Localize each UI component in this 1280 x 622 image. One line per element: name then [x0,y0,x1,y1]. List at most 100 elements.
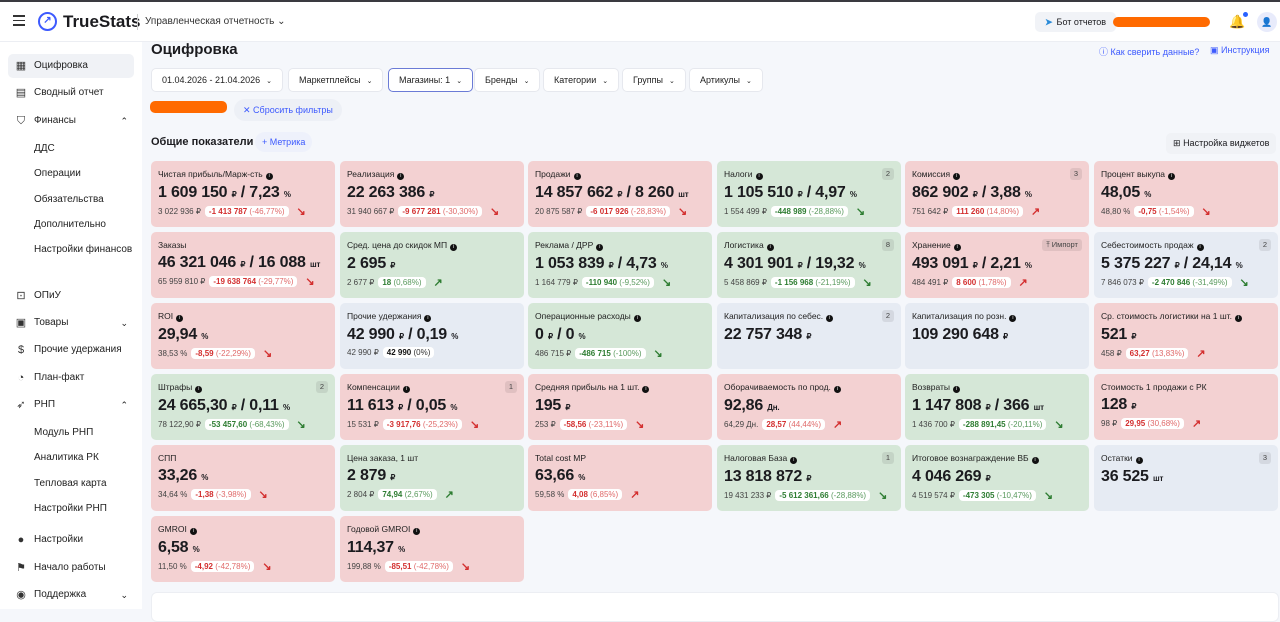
sidebar-item[interactable]: ⚑ Начало работы [8,556,134,580]
sidebar-subitem[interactable]: Модуль РНП [34,427,94,438]
info-icon[interactable]: i [833,386,841,393]
sidebar-subitem[interactable]: Дополнительно [34,219,106,230]
info-icon[interactable]: i [953,173,961,180]
info-icon[interactable]: i [766,244,774,251]
metric-card[interactable]: СПП 33,26 % 34,64 % -1,38 (-3,98%) ↘ [151,445,335,511]
metric-card[interactable]: Налоги i 2 1 105 510 ₽ / 4,97 % 1 554 499 ₽ -… [717,161,901,227]
sidebar-subitem[interactable]: Операции [34,168,81,179]
avatar[interactable]: 👤 [1257,12,1277,32]
info-icon[interactable]: i [176,315,184,322]
info-icon[interactable]: i [826,315,834,322]
info-icon[interactable]: i [1196,244,1204,251]
info-icon[interactable]: i [642,386,650,393]
info-icon[interactable]: i [790,457,798,464]
info-icon[interactable]: i [195,386,203,393]
bell-icon[interactable]: 🔔 [1229,12,1249,30]
info-icon[interactable]: i [413,528,421,535]
metric-card[interactable]: Компенсации i 1 11 613 ₽ / 0,05 % 15 531 ₽ -3… [340,374,524,440]
card-badge[interactable]: 1 [881,452,894,464]
sidebar-subitem[interactable]: Настройки финансов [34,244,133,255]
info-icon[interactable]: i [755,173,763,180]
metric-card[interactable]: Капитализация по себес. i 2 22 757 348 ₽ [717,303,901,369]
filter-dropdown[interactable]: Магазины: 1 ⌄ [388,68,474,92]
card-badge[interactable]: 2 [881,168,894,180]
metric-card[interactable]: Себестоимость продаж i 2 5 375 227 ₽ / 24,1… [1094,232,1278,298]
reset-filters-button[interactable]: ✕ Сбросить фильтры [234,99,342,121]
sidebar-subitem[interactable]: Аналитика РК [34,452,99,463]
metric-card[interactable]: Продажи i 14 857 662 ₽ / 8 260 шт 20 875 58… [528,161,712,227]
filter-dropdown[interactable]: Группы ⌄ [622,68,686,92]
sidebar-item[interactable]: ● Настройки [8,528,134,552]
info-icon[interactable]: i [1031,457,1039,464]
sidebar-item[interactable]: ◔ План-факт [8,366,134,390]
sidebar-subitem[interactable]: Обязательства [34,194,104,205]
card-badge[interactable]: 2 [881,310,894,322]
metric-card[interactable]: Сред. цена до скидок МП i 2 695 ₽2 677 ₽18… [340,232,524,298]
metric-card[interactable]: Процент выкупа i 48,05 % 48,80 % -0,75 (-1,5… [1094,161,1278,227]
info-icon[interactable]: i [573,173,581,180]
metric-card[interactable]: Остатки i 3 36 525 шт [1094,445,1278,511]
card-badge[interactable]: 2 [315,381,328,393]
metric-card[interactable]: Налоговая База i 1 13 818 872 ₽19 431 233 ₽… [717,445,901,511]
report-bot-button[interactable]: ➤ Бот отчетов [1035,12,1117,32]
metric-card[interactable]: Чистая прибыль/Марж-сть i 1 609 150 ₽ / 7,… [151,161,335,227]
sidebar-item[interactable]: ⛉ Финансы ⌃ [8,109,134,133]
sidebar-item[interactable]: ▣ Товары ⌄ [8,311,134,335]
filter-dropdown[interactable]: Бренды ⌄ [474,68,541,92]
info-icon[interactable]: i [952,386,960,393]
card-badge[interactable]: 8 [881,239,894,251]
card-badge[interactable]: 1 [504,381,517,393]
metric-card[interactable]: Возвраты i 1 147 808 ₽ / 366 шт 1 436 700 ₽… [905,374,1089,440]
metric-card[interactable]: Штрафы i 2 24 665,30 ₽ / 0,11 % 78 122,90 ₽ -… [151,374,335,440]
card-badge[interactable]: 2 [1258,239,1271,251]
sidebar-subitem[interactable]: Тепловая карта [34,478,107,489]
card-badge[interactable]: 3 [1069,168,1082,180]
section-selector[interactable]: Управленческая отчетность ⌄ [145,16,286,27]
sidebar-item[interactable]: ⊡ ОПиУ [8,284,134,308]
info-icon[interactable]: i [1168,173,1176,180]
info-icon[interactable]: i [1135,457,1143,464]
metric-card[interactable]: Операционные расходы i 0 ₽ / 0 % 486 715 ₽ -… [528,303,712,369]
metric-card[interactable]: Реклама / ДРР i 1 053 839 ₽ / 4,73 % 1 164 … [528,232,712,298]
filter-dropdown[interactable]: Артикулы ⌄ [689,68,763,92]
metric-card[interactable]: Капитализация по розн. i 109 290 648 ₽ [905,303,1089,369]
widget-settings-button[interactable]: ⊞ Настройка виджетов [1166,133,1277,154]
add-metric-button[interactable]: + Метрика [255,132,313,152]
metric-card[interactable]: ROI i 29,94 % 38,53 % -8,59 (-22,29%) ↘ [151,303,335,369]
info-icon[interactable]: i [402,386,410,393]
metric-card[interactable]: Хранение i ⤒ Импорт 493 091 ₽ / 2,21 % 484 4… [905,232,1089,298]
info-icon[interactable]: i [189,528,197,535]
filter-dropdown[interactable]: Маркетплейсы ⌄ [288,68,384,92]
info-icon[interactable]: i [596,244,604,251]
metric-card[interactable]: Средняя прибыль на 1 шт. i 195 ₽253 ₽ -58,5… [528,374,712,440]
sidebar-item[interactable]: ◉ Поддержка ⌄ [8,583,134,607]
metric-card[interactable]: Комиссия i 3 862 902 ₽ / 3,88 % 751 642 ₽111… [905,161,1089,227]
metric-card[interactable]: Оборачиваемость по прод. i 92,86 Дн. 64,29 … [717,374,901,440]
metric-card[interactable]: Ср. стоимость логистики на 1 шт. i 521 ₽45… [1094,303,1278,369]
sidebar-item[interactable]: ➶ РНП ⌃ [8,393,134,417]
metric-card[interactable]: Годовой GMROI i 114,37 % 199,88 % -85,51 (-4… [340,516,524,582]
info-icon[interactable]: i [397,173,405,180]
help-link[interactable]: ⓘ Как сверить данные? [1099,45,1199,58]
info-icon[interactable]: i [953,244,961,251]
filter-dropdown[interactable]: 01.04.2026 - 21.04.2026 ⌄ [151,68,283,92]
info-icon[interactable]: i [450,244,458,251]
metric-card[interactable]: Стоимость 1 продажи с РК 128 ₽98 ₽29,95 (… [1094,374,1278,440]
sidebar-item[interactable]: ▤ Сводный отчет [8,81,134,105]
metric-card[interactable]: Итоговое вознаграждение ВБ i 4 046 269 ₽4 … [905,445,1089,511]
filter-dropdown[interactable]: Категории ⌄ [543,68,620,92]
menu-icon[interactable] [13,15,25,27]
metric-card[interactable]: Заказы 46 321 046 ₽ / 16 088 шт 65 959 810… [151,232,335,298]
card-badge[interactable]: 3 [1258,452,1271,464]
info-icon[interactable]: i [265,173,273,180]
metric-card[interactable]: Прочие удержания i 42 990 ₽ / 0,19 % 42 990… [340,303,524,369]
guide-link[interactable]: ▣ Инструкция [1210,45,1270,56]
info-icon[interactable]: i [1234,315,1242,322]
metric-card[interactable]: GMROI i 6,58 % 11,50 % -4,92 (-42,78%) ↘ [151,516,335,582]
metric-card[interactable]: Total cost MP 63,66 % 59,58 % 4,08 (6,85%) ↗ [528,445,712,511]
sidebar-item[interactable]: ▦ Оцифровка [8,54,134,78]
sidebar-subitem[interactable]: ДДС [34,143,55,154]
info-icon[interactable]: i [633,315,641,322]
metric-card[interactable]: Логистика i 8 4 301 901 ₽ / 19,32 % 5 458 86… [717,232,901,298]
truestats-logo-icon[interactable]: ↗ [38,12,57,31]
